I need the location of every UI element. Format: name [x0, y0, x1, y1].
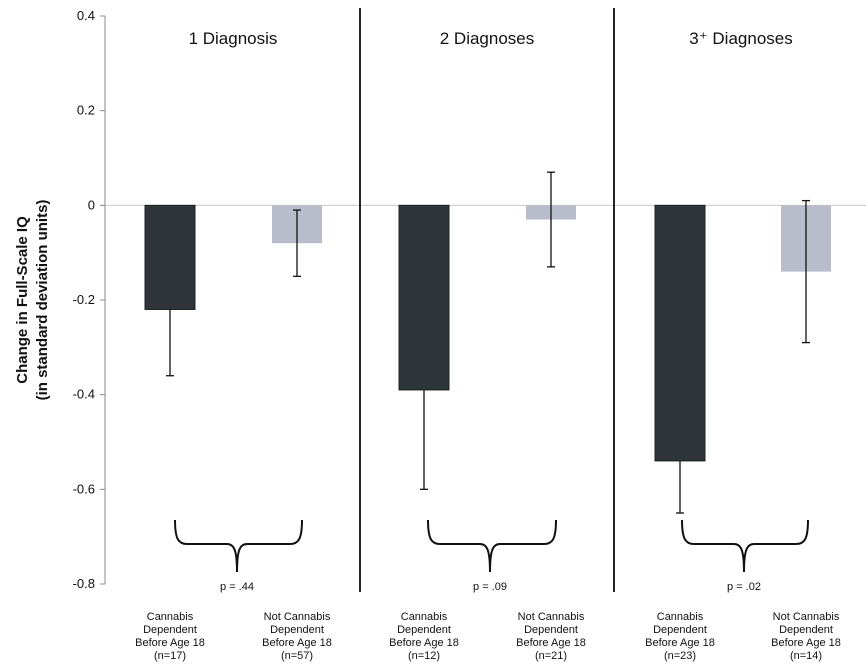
p-value: p = .02 [727, 581, 761, 593]
svg-text:Dependent: Dependent [524, 624, 578, 636]
comparison-brace [681, 519, 809, 573]
svg-text:Not Cannabis: Not Cannabis [518, 611, 585, 623]
svg-text:Cannabis: Cannabis [147, 611, 194, 623]
svg-text:Cannabis: Cannabis [657, 611, 704, 623]
panel-title: 3⁺ Diagnoses [689, 29, 792, 48]
panel-dividers [359, 8, 615, 592]
svg-text:Before Age 18: Before Age 18 [135, 637, 205, 649]
y-tick-label: 0.4 [77, 8, 95, 23]
y-axis: 0.4 0.2 0 -0.2 -0.4 -0.6 -0.8 [73, 8, 866, 591]
error-bar [547, 171, 555, 268]
y-tick-label: -0.6 [73, 481, 95, 496]
error-bar [802, 199, 810, 344]
svg-text:Dependent: Dependent [397, 624, 451, 636]
svg-text:Before Age 18: Before Age 18 [262, 637, 332, 649]
error-bar [676, 460, 684, 514]
svg-text:(n=14): (n=14) [790, 650, 822, 662]
bar-dependent [144, 204, 196, 310]
svg-text:Dependent: Dependent [653, 624, 707, 636]
y-tick-label: 0.2 [77, 103, 95, 118]
svg-text:Dependent: Dependent [143, 624, 197, 636]
svg-text:Cannabis: Cannabis [401, 611, 448, 623]
svg-text:Not Cannabis: Not Cannabis [773, 611, 840, 623]
svg-text:(n=17): (n=17) [154, 650, 186, 662]
comparison-brace [427, 519, 557, 573]
y-axis-label: Change in Full-Scale IQ (in standard devi… [14, 200, 51, 401]
y-tick-label: -0.8 [73, 576, 95, 591]
error-bar [293, 209, 301, 277]
p-value: p = .44 [220, 581, 254, 593]
svg-text:(n=21): (n=21) [535, 650, 567, 662]
y-tick-label: 0 [88, 197, 95, 212]
svg-text:Before Age 18: Before Age 18 [516, 637, 586, 649]
svg-text:Before Age 18: Before Age 18 [645, 637, 715, 649]
y-axis-title-line2: (in standard deviation units) [34, 200, 51, 401]
svg-text:(n=57): (n=57) [281, 650, 313, 662]
svg-text:Before Age 18: Before Age 18 [389, 637, 459, 649]
p-value: p = .09 [473, 581, 507, 593]
comparison-brace [174, 519, 303, 573]
svg-text:Not Cannabis: Not Cannabis [264, 611, 331, 623]
bar-dependent [654, 204, 706, 462]
svg-text:Dependent: Dependent [270, 624, 324, 636]
y-axis-title-line1: Change in Full-Scale IQ [14, 216, 31, 384]
error-bar [166, 309, 174, 377]
y-tick-label: -0.2 [73, 292, 95, 307]
y-tick-label: -0.4 [73, 387, 95, 402]
svg-text:(n=12): (n=12) [408, 650, 440, 662]
svg-text:Before Age 18: Before Age 18 [771, 637, 841, 649]
svg-text:(n=23): (n=23) [664, 650, 696, 662]
svg-text:Dependent: Dependent [779, 624, 833, 636]
panel-title: 2 Diagnoses [440, 29, 535, 48]
bar-dependent [398, 204, 450, 391]
panel-title: 1 Diagnosis [189, 29, 278, 48]
error-bar [420, 389, 428, 490]
